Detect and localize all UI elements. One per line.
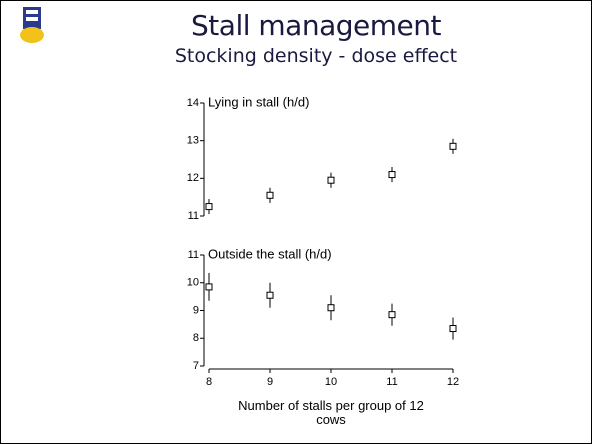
marker [449,142,457,150]
y-tick-label: 9 [193,304,199,316]
x-tick-label: 10 [325,376,337,388]
x-tick-label: 12 [447,376,459,388]
marker [266,291,274,299]
y-axis-label: Lying in stall (h/d) [208,94,309,109]
title: Stall management [191,9,441,42]
y-tick-label: 13 [187,135,199,147]
x-tick-label: 11 [386,376,397,388]
y-tick-label: 14 [187,97,199,109]
y-tick-label: 11 [188,249,199,261]
y-axis-label: Outside the stall (h/d) [208,246,332,261]
y-tick-label: 7 [193,360,199,372]
y-tick-label: 8 [193,332,199,344]
y-tick-label: 12 [187,172,199,184]
y-tick-label: 11 [188,210,199,222]
marker [205,283,213,291]
marker [327,176,335,184]
x-tick-label: 8 [206,376,212,388]
subtitle: Stocking density - dose effect [174,45,458,67]
marker [327,304,335,312]
y-tick-label: 10 [187,277,199,289]
x-axis-label: Number of stalls per group of 12 cows [238,398,424,427]
marker [388,171,396,179]
marker [266,191,274,199]
marker [449,325,457,333]
x-tick-label: 9 [267,376,273,388]
logo [20,7,44,43]
marker [205,203,213,211]
marker [388,311,396,319]
